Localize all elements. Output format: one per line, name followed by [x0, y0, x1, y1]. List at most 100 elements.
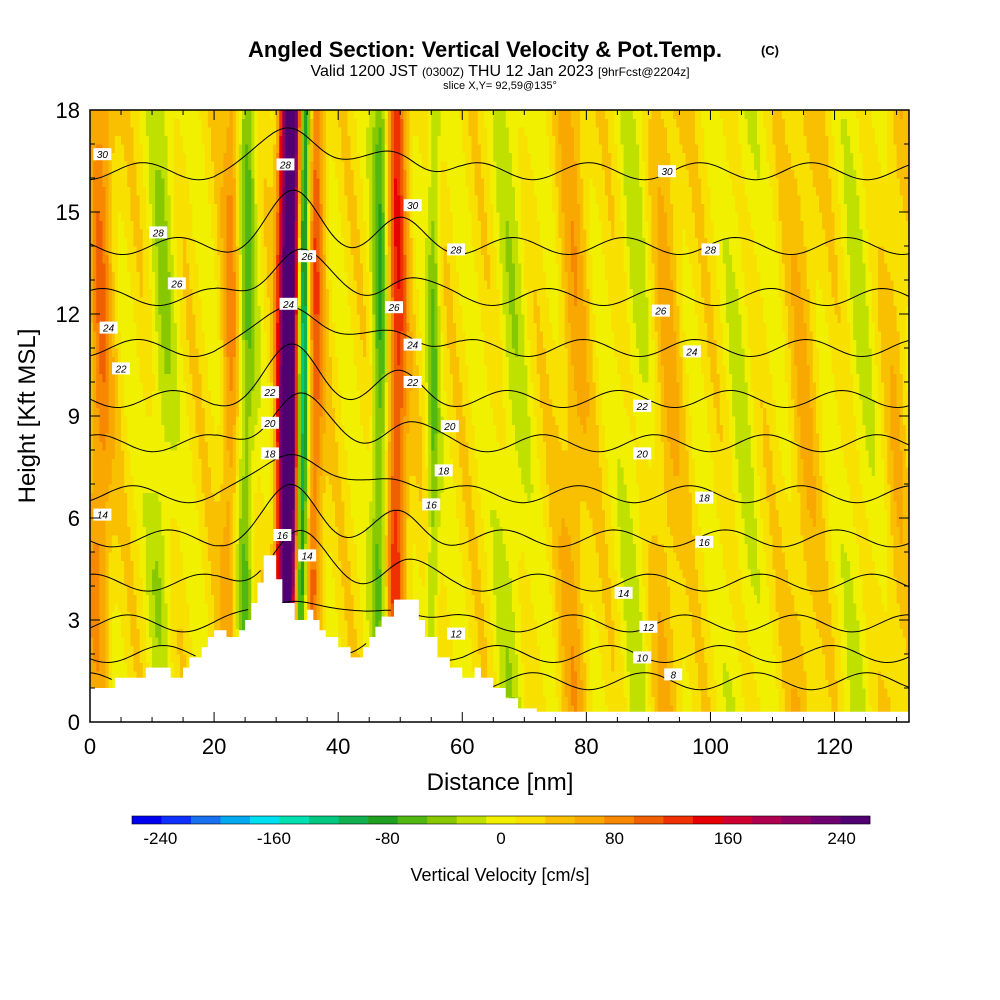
field-cell: [307, 577, 311, 587]
field-cell: [226, 611, 231, 621]
field-cell: [353, 586, 358, 595]
field-cell: [831, 671, 836, 680]
field-cell: [651, 586, 656, 595]
field-cell: [843, 662, 848, 672]
field-cell: [648, 671, 653, 680]
field-cell: [577, 696, 581, 706]
field-cell: [99, 645, 103, 655]
field-cell: [170, 662, 175, 672]
field-cell: [170, 628, 175, 638]
field-cell: [493, 560, 497, 570]
field-cell: [511, 671, 516, 680]
field-cell: [347, 569, 352, 578]
field-cell: [865, 654, 870, 663]
field-cell: [722, 586, 727, 595]
field-cell: [732, 696, 736, 706]
field-cell: [704, 611, 708, 621]
field-cell: [896, 679, 901, 689]
field-cell: [530, 620, 535, 629]
field-cell: [670, 705, 674, 714]
field-cell: [660, 688, 665, 697]
field-cell: [331, 603, 336, 612]
field-cell: [527, 662, 532, 672]
field-cell: [722, 705, 727, 714]
field-cell: [722, 569, 727, 578]
field-cell: [394, 594, 398, 604]
field-cell: [725, 654, 730, 663]
field-cell: [117, 628, 122, 638]
field-cell: [809, 662, 814, 672]
field-cell: [304, 586, 308, 595]
field-cell: [871, 611, 876, 621]
field-cell: [452, 603, 457, 612]
field-cell: [502, 577, 507, 587]
field-cell: [152, 577, 156, 587]
field-cell: [657, 645, 662, 655]
field-cell: [530, 688, 535, 697]
field-cell: [573, 671, 578, 680]
field-cell: [530, 569, 535, 578]
field-cell: [474, 620, 479, 629]
field-cell: [763, 688, 767, 697]
field-cell: [722, 611, 727, 621]
field-cell: [90, 628, 94, 638]
field-cell: [515, 611, 519, 621]
field-cell: [701, 688, 705, 697]
field-cell: [229, 586, 234, 595]
field-cell: [431, 628, 435, 638]
field-cell: [542, 628, 547, 638]
field-cell: [794, 645, 798, 655]
field-cell: [201, 560, 206, 570]
field-cell: [636, 662, 640, 672]
field-cell: [815, 611, 820, 621]
field-cell: [797, 594, 801, 604]
field-cell: [747, 696, 752, 706]
field-cell: [890, 603, 894, 612]
field-cell: [515, 577, 519, 587]
field-cell: [608, 705, 612, 714]
field-cell: [763, 594, 767, 604]
field-cell: [400, 586, 404, 595]
field-cell: [164, 645, 169, 655]
field-cell: [595, 560, 600, 570]
field-cell: [127, 662, 131, 672]
field-cell: [170, 654, 175, 663]
field-cell: [589, 569, 594, 578]
field-cell: [859, 662, 863, 672]
field-cell: [474, 603, 479, 612]
field-cell: [130, 560, 134, 570]
field-cell: [459, 662, 463, 672]
field-cell: [685, 620, 690, 629]
field-cell: [121, 637, 125, 646]
field-cell: [853, 628, 857, 638]
field-cell: [763, 705, 767, 714]
field-cell: [363, 620, 367, 629]
field-cell: [682, 611, 687, 621]
field-cell: [217, 611, 221, 621]
field-cell: [406, 586, 411, 595]
field-cell: [753, 662, 758, 672]
field-cell: [127, 645, 131, 655]
field-cell: [108, 611, 113, 621]
field-cell: [471, 594, 476, 604]
field-cell: [111, 560, 116, 570]
field-cell: [369, 603, 373, 612]
field-cell: [825, 705, 829, 714]
field-cell: [812, 611, 817, 621]
field-cell: [515, 662, 519, 672]
field-cell: [508, 688, 513, 697]
field-cell: [626, 611, 631, 621]
field-cell: [518, 603, 522, 612]
field-cell: [496, 611, 500, 621]
field-cell: [831, 577, 836, 587]
field-cell: [629, 696, 634, 706]
field-cell: [322, 620, 327, 629]
field-cell: [800, 705, 805, 714]
field-cell: [539, 645, 544, 655]
field-cell: [825, 696, 829, 706]
field-cell: [133, 662, 138, 672]
field-cell: [654, 577, 659, 587]
field-cell: [564, 671, 569, 680]
field-cell: [719, 586, 724, 595]
field-cell: [629, 569, 634, 578]
